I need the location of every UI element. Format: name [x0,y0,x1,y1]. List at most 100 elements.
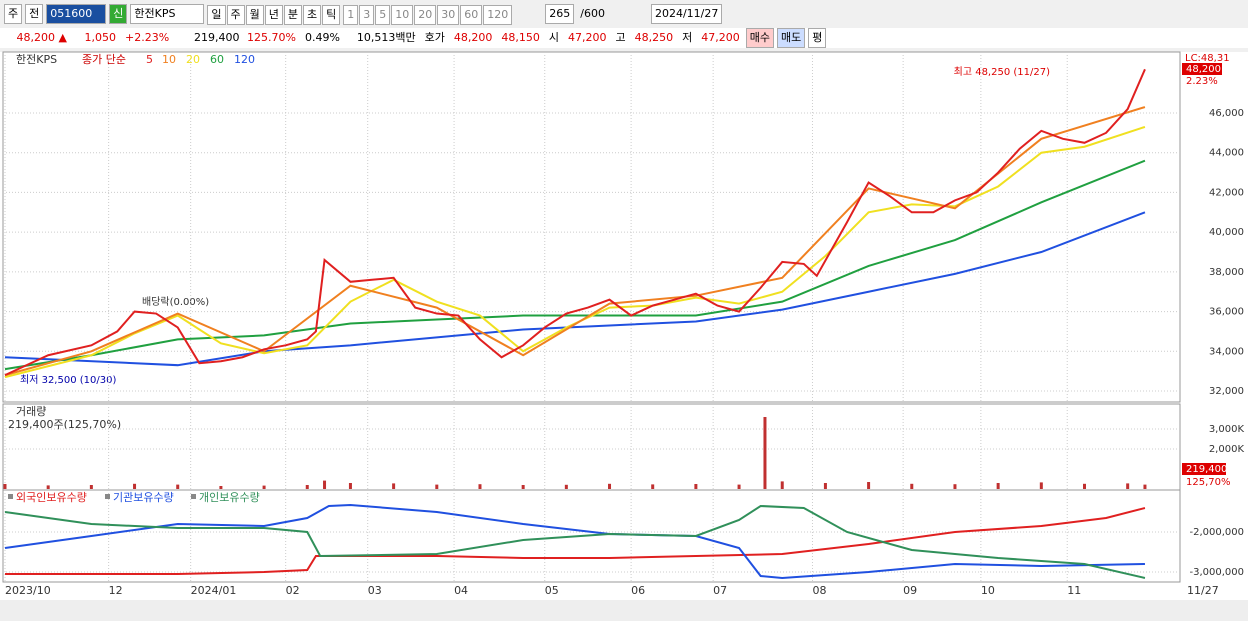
sell[interactable]: 매도 [777,28,806,48]
price: 48,200 ▲ [16,31,67,44]
volume-bar [435,484,439,489]
last-price: 48,200 [1186,64,1221,75]
series-line [4,503,1145,580]
low-note: 최저 32,500 (10/30) [20,374,116,386]
volume-bar [608,483,612,489]
date[interactable]: 2024/11/27 [650,4,723,24]
volume-bar [763,417,767,489]
volume-bar [176,484,180,489]
series-line [4,504,1146,579]
bid: 48,150 [501,31,540,44]
series-line [4,68,1146,377]
ask: 48,200 [453,31,493,44]
price-tick-label: 34,000 [1209,346,1244,357]
price-tick-label: 40,000 [1209,227,1244,238]
volume-bar [3,484,7,489]
series-line [5,507,1146,575]
volume-bar [564,484,568,489]
holdings-tick-label: -3,000,000 [1189,567,1244,578]
high: 48,250 [634,31,674,44]
period-button[interactable]: 분 [283,5,302,25]
volume-bar [348,483,352,489]
period-button[interactable]: 월 [245,5,264,25]
charts: 한전KPS 종가 단순 최고 48,250 (11/27) 최저 32,500 … [0,51,1248,621]
rate: +2.23% [125,31,170,44]
legend-entry: 60 [210,53,224,66]
volume-bar [323,480,327,489]
volume-bar [737,484,741,489]
interval-button[interactable]: 3 [359,5,375,25]
volume-bar [1039,482,1043,489]
volume-bar [1143,484,1147,489]
count[interactable]: 265 [545,4,575,24]
interval-button[interactable]: 60 [460,5,483,25]
volume-bar [219,486,223,489]
interval-button[interactable]: 1 [343,5,359,25]
volume-bar [478,484,482,489]
open-label: 시 [548,31,560,44]
price-tick-label: 46,000 [1209,108,1244,119]
x-tick-label: 2024/01 [191,584,237,597]
buy[interactable]: 매수 [745,28,775,48]
price-tick-label: 44,000 [1209,148,1244,159]
interval-button[interactable]: 20 [414,5,437,25]
volume-bar [392,483,396,489]
x-tick-label: 10 [981,584,995,597]
vol-ratio: 125.70% [247,31,296,44]
high-note: 최고 48,250 (11/27) [954,66,1050,78]
legend-swatch [8,494,13,499]
price-tick-label: 42,000 [1209,187,1244,198]
last-volume-ratio: 125,70% [1186,477,1231,488]
stock-name: 한전KPS [130,4,205,24]
x-tick-label: 11/27 [1187,584,1219,597]
low: 47,200 [701,31,740,44]
price-panel [2,51,1181,403]
volume-bar [521,485,525,489]
volume-bar [910,483,914,489]
code[interactable]: 051600 [46,4,107,24]
kind[interactable]: 주 [4,4,23,24]
volume-bar [1126,483,1130,489]
open: 47,200 [568,31,607,44]
volume-info: 219,400주(125,70%) [8,418,121,431]
holdings-tick-label: -2,000,000 [1189,527,1244,538]
x-tick-label: 02 [286,584,300,597]
turnover: 0.49% [304,31,340,44]
x-tick-label: 09 [903,584,917,597]
interval-button[interactable]: 5 [375,5,391,25]
interval-button[interactable]: 120 [483,5,513,25]
legend-entry: 기관보유수량 [113,491,174,504]
interval-button[interactable]: 30 [437,5,460,25]
legend-entry: 개인보유수량 [199,491,260,504]
ask-label: 호가 [424,31,445,44]
period-button[interactable]: 틱 [322,5,341,25]
legend-entry: 20 [186,53,200,66]
intervals: 1 3 5 10 20 30 60 120 [343,5,513,25]
legend-entry: 5 [146,53,153,66]
volume-bar [996,483,1000,489]
volume-bar [305,485,309,489]
period-button[interactable]: 주 [226,5,245,25]
kind2[interactable]: 전 [25,4,44,24]
volume-tick-label: 3,000K [1209,424,1245,435]
scrollbar[interactable] [0,600,1248,621]
stock-label: 한전KPS [16,53,57,66]
period-button[interactable]: 년 [264,5,283,25]
period-button[interactable]: 일 [207,5,226,25]
x-tick-label: 07 [713,584,727,597]
interval-button[interactable]: 10 [391,5,414,25]
period-button[interactable]: 초 [303,5,322,25]
legend-entry: 10 [162,53,176,66]
dividend-note: 배당락(0.00%) [142,296,209,308]
max: /600 [580,7,605,20]
x-tick-label: 2023/10 [5,584,51,597]
holdings-panel [2,489,1181,583]
legend-entry: 외국인보유수량 [16,491,87,504]
last-volume-box [1182,463,1226,475]
volume-tick-label: 2,000K [1209,444,1245,455]
series-line [4,106,1146,377]
avg[interactable]: 평 [808,28,827,48]
volume-bar [262,485,266,489]
